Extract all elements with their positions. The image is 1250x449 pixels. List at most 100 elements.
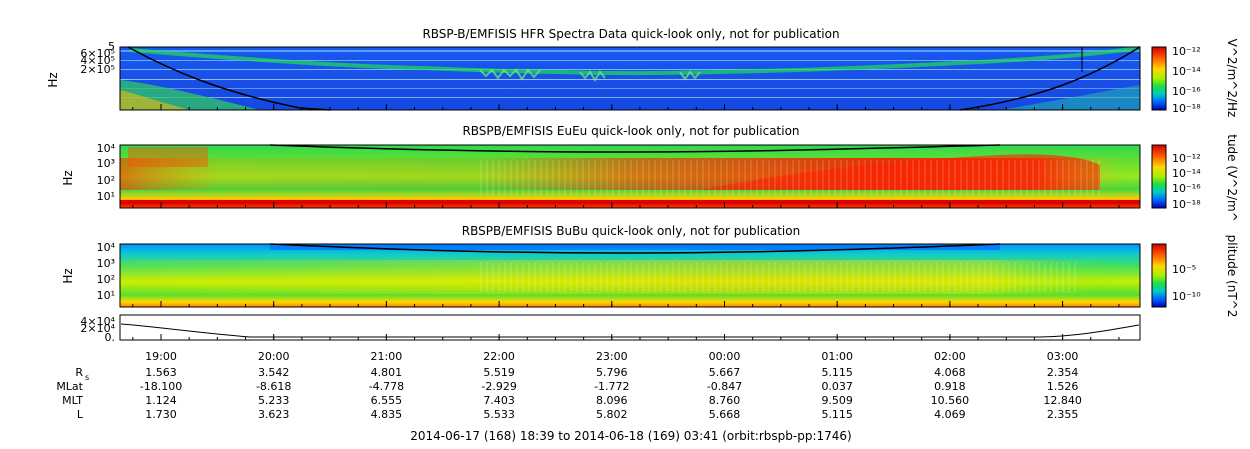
panel4-ytick: 2×10⁴ <box>80 322 115 335</box>
ephemeris-value: 0.037 <box>821 380 853 393</box>
ephemeris-value: 4.069 <box>934 408 966 421</box>
ephemeris-value: 10.560 <box>931 394 970 407</box>
time-tick-label: 02:00 <box>934 350 966 363</box>
time-tick-label: 19:00 <box>145 350 177 363</box>
ephemeris-value: 4.801 <box>371 366 403 379</box>
hfr-band <box>120 97 1140 98</box>
ephemeris-value: 0.918 <box>934 380 966 393</box>
hfr-band <box>120 79 1140 80</box>
ephemeris-label: MLT <box>62 394 83 407</box>
ephemeris-value: 1.124 <box>145 394 177 407</box>
panel3-ytick: 10⁴ <box>97 241 116 254</box>
panel2-cbar-tick: 10⁻¹⁴ <box>1172 167 1201 180</box>
ephemeris-value: 6.555 <box>371 394 403 407</box>
time-tick-label: 01:00 <box>821 350 853 363</box>
bubu-panel: RBSPB/EMFISIS BuBu quick-look only, not … <box>61 224 1239 317</box>
hfr-band <box>120 50 1140 52</box>
ephemeris-value: 4.835 <box>371 408 403 421</box>
ephemeris-value: 1.730 <box>145 408 177 421</box>
hfr-emission-line <box>129 46 1141 76</box>
ephemeris-value: 3.542 <box>258 366 290 379</box>
ephemeris-value: -4.778 <box>369 380 404 393</box>
ephemeris-value: -2.929 <box>481 380 516 393</box>
ephemeris-value: 8.760 <box>709 394 741 407</box>
panel3-title: RBSPB/EMFISIS BuBu quick-look only, not … <box>462 224 800 238</box>
ephemeris-value: 5.115 <box>821 366 853 379</box>
hfr-spectrogram <box>120 47 1140 110</box>
eueu-left-burst <box>128 147 208 167</box>
time-axis-labels: 19:00 20:00 21:00 22:00 23:00 00:00 01:00 02:00… <box>145 350 1078 363</box>
ephemeris-value: 7.403 <box>483 394 515 407</box>
ephemeris-value: 8.096 <box>596 394 628 407</box>
ephemeris-value: 1.563 <box>145 366 177 379</box>
panel1-cbar-tick: 10⁻¹⁴ <box>1172 65 1201 78</box>
ephemeris-value: 5.796 <box>596 366 628 379</box>
ephemeris-value: -1.772 <box>594 380 629 393</box>
panel2-ylabel: Hz <box>61 170 75 185</box>
ephemeris-value: 5.519 <box>483 366 515 379</box>
ephemeris-label: R <box>75 366 83 379</box>
time-tick-label: 00:00 <box>709 350 741 363</box>
hfr-spectra-panel: RBSP-B/EMFISIS HFR Spectra Data quick-lo… <box>46 27 1239 117</box>
bubu-top-blue <box>270 244 1000 250</box>
density-panel: 4×10⁴ 2×10⁴ 0. <box>80 314 1141 344</box>
panel1-cbar-tick: 10⁻¹² <box>1172 45 1201 58</box>
density-line <box>120 323 1140 338</box>
ephemeris-label: MLat <box>56 380 83 393</box>
panel3-colorbar <box>1151 243 1167 308</box>
bubu-frame <box>119 243 1141 308</box>
ephemeris-value: 12.840 <box>1043 394 1082 407</box>
ephemeris-value: 4.068 <box>934 366 966 379</box>
ephemeris-value: 5.233 <box>258 394 290 407</box>
eueu-frame <box>119 144 1141 209</box>
panel2-ytick: 10³ <box>97 157 115 170</box>
eueu-low-line <box>120 200 1140 204</box>
panel4-ytick: 4×10⁴ <box>80 315 115 328</box>
panel1-title: RBSP-B/EMFISIS HFR Spectra Data quick-lo… <box>422 27 839 41</box>
panel2-ytick: 10¹ <box>97 190 115 203</box>
time-axis-ticks <box>132 104 1120 340</box>
eueu-vertical-texture <box>480 160 1100 196</box>
ephemeris-value: 2.355 <box>1047 408 1079 421</box>
eueu-cyclotron-curve <box>269 144 1001 153</box>
hfr-emission-wiggle <box>479 68 701 82</box>
ephemeris-value: 5.533 <box>483 408 515 421</box>
time-tick-label: 03:00 <box>1047 350 1079 363</box>
panel1-ylabel: Hz <box>46 72 60 87</box>
panel2-title: RBSPB/EMFISIS EuEu quick-look only, not … <box>462 124 799 138</box>
panel3-ytick: 10³ <box>97 257 115 270</box>
panel1-ytick: 6×10⁵ <box>80 47 115 60</box>
panel1-ytick: 2×10⁵ <box>80 63 115 76</box>
hfr-band <box>120 60 1140 61</box>
hfr-band <box>120 69 1140 70</box>
ephemeris-value: -8.618 <box>256 380 291 393</box>
ephemeris-value: 5.668 <box>709 408 741 421</box>
time-tick-label: 20:00 <box>258 350 290 363</box>
ephemeris-value: -0.847 <box>707 380 742 393</box>
ephemeris-subscript: s <box>85 373 89 382</box>
panel3-ylabel: Hz <box>61 268 75 283</box>
hfr-band <box>120 88 1140 89</box>
panel1-colorbar <box>1151 46 1167 111</box>
panel2-cbar-tick: 10⁻¹⁶ <box>1172 182 1201 195</box>
panel2-ytick: 10⁴ <box>97 142 116 155</box>
ephemeris-value: 5.115 <box>821 408 853 421</box>
panel2-cbar-tick: 10⁻¹² <box>1172 152 1201 165</box>
panel2-colorbar <box>1151 144 1167 209</box>
panel1-ytick: 4×10⁵ <box>80 54 115 67</box>
ephemeris-value: 1.526 <box>1047 380 1079 393</box>
footer-time-range: 2014-06-17 (168) 18:39 to 2014-06-18 (16… <box>410 429 851 443</box>
panel2-cbar-tick: 10⁻¹⁸ <box>1172 198 1201 211</box>
panel2-cbar-label: tude (V^2/m^ <box>1225 134 1239 222</box>
hfr-cyclotron-curve <box>127 46 1141 111</box>
ephemeris-value: 3.623 <box>258 408 290 421</box>
hfr-frame <box>119 46 1141 111</box>
panel1-cbar-tick: 10⁻¹⁶ <box>1172 85 1201 98</box>
time-tick-label: 22:00 <box>483 350 515 363</box>
panel1-cbar-tick: 10⁻¹⁸ <box>1172 102 1201 115</box>
time-tick-label: 23:00 <box>596 350 628 363</box>
panel3-cbar-tick: 10⁻¹⁰ <box>1172 290 1201 303</box>
bubu-vertical-texture <box>480 262 1080 292</box>
